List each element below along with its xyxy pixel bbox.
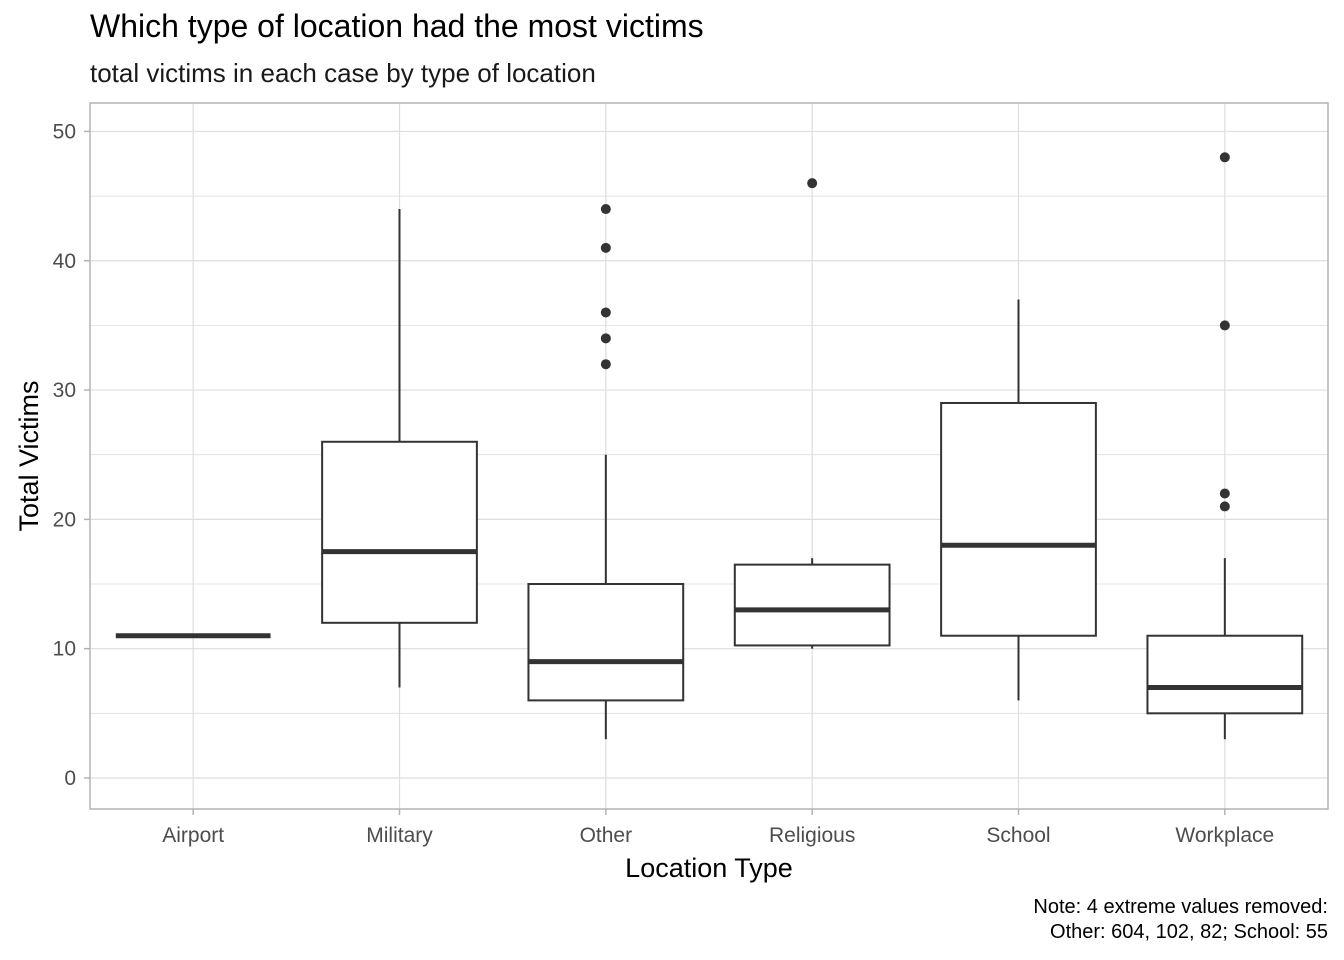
chart-caption: Note: 4 extreme values removed: Other: 6… [1033, 895, 1328, 945]
box-school [940, 299, 1097, 701]
x-tick-label: Airport [162, 824, 224, 847]
x-tick-label: Military [366, 824, 433, 847]
caption-line-1: Note: 4 extreme values removed: [1033, 896, 1328, 918]
y-tick-label: 0 [64, 767, 76, 790]
outlier-point [1219, 488, 1230, 499]
x-tick-label: Workplace [1175, 824, 1274, 847]
box-iqr [527, 583, 685, 702]
box-workplace [1146, 152, 1304, 740]
box-religious [733, 178, 891, 649]
x-axis-title: Location Type [625, 853, 793, 883]
box-other [527, 204, 685, 740]
x-tick-label: School [986, 824, 1050, 847]
x-tick-label: Religious [769, 824, 855, 847]
caption-line-2: Other: 604, 102, 82; School: 55 [1050, 921, 1328, 943]
outlier-point [807, 178, 818, 189]
boxes [115, 152, 1304, 740]
outlier-point [1219, 320, 1230, 331]
box-iqr [321, 440, 478, 624]
outlier-point [600, 307, 611, 318]
y-tick-label: 10 [53, 638, 76, 661]
grid-lines [90, 103, 1328, 809]
chart-subtitle: total victims in each case by type of lo… [90, 58, 596, 88]
panel-border [89, 102, 1329, 810]
box-iqr [940, 401, 1097, 637]
box-military [321, 209, 478, 688]
y-tick-label: 50 [53, 120, 76, 143]
y-tick-label: 40 [53, 250, 76, 273]
y-tick-label: 20 [53, 508, 76, 531]
axes: 0 10 20 30 40 50 Airport Military Other Religious… [53, 120, 1275, 847]
x-tick-label: Other [580, 824, 633, 847]
y-tick-label: 30 [53, 379, 76, 402]
chart-title: Which type of location had the most vict… [90, 8, 704, 44]
outlier-point [600, 359, 611, 370]
box-iqr [733, 563, 891, 647]
outlier-point [600, 333, 611, 344]
outlier-point [1219, 152, 1230, 163]
outlier-point [600, 204, 611, 215]
outlier-point [1219, 501, 1230, 512]
y-axis-title: Total Victims [14, 380, 44, 531]
outlier-point [600, 242, 611, 253]
box-iqr [1146, 634, 1304, 715]
